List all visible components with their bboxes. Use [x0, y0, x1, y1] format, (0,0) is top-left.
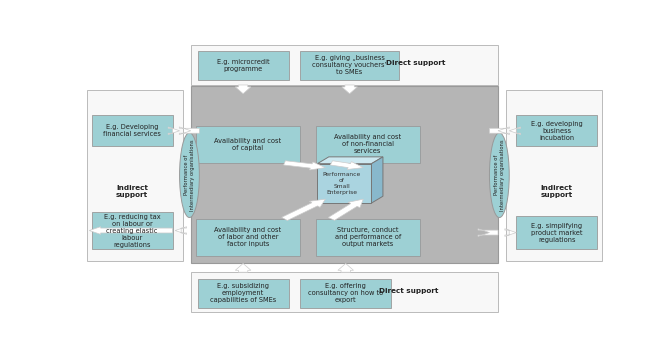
Polygon shape — [282, 199, 325, 220]
Ellipse shape — [489, 133, 509, 218]
Text: Performance of
Intermediary organisations: Performance of Intermediary organisation… — [184, 140, 195, 211]
Polygon shape — [342, 85, 358, 94]
Bar — [92, 212, 173, 249]
Text: Direct support: Direct support — [386, 60, 445, 66]
Bar — [300, 51, 399, 80]
Polygon shape — [179, 127, 200, 135]
Text: E.g. giving „business
consultancy vouchers’
to SMEs: E.g. giving „business consultancy vouche… — [312, 55, 387, 75]
Text: Structure, conduct
and performance of
output markets: Structure, conduct and performance of ou… — [335, 227, 401, 247]
Polygon shape — [317, 164, 372, 203]
Text: E.g. Developing
financial services: E.g. Developing financial services — [103, 124, 161, 137]
Bar — [516, 216, 597, 249]
Text: Indirect
support: Indirect support — [116, 185, 149, 198]
Polygon shape — [330, 161, 364, 169]
Bar — [198, 279, 289, 308]
Text: Performance
of
Small
Enterprise: Performance of Small Enterprise — [323, 172, 361, 195]
Text: Availability and cost
of capital: Availability and cost of capital — [214, 138, 282, 151]
Bar — [516, 115, 597, 147]
Text: Performance of
Intermediary organisations: Performance of Intermediary organisation… — [494, 140, 505, 211]
Bar — [191, 45, 498, 85]
Bar — [191, 272, 498, 312]
Bar — [196, 219, 300, 256]
Polygon shape — [89, 227, 173, 234]
Polygon shape — [235, 263, 251, 272]
Polygon shape — [372, 157, 383, 203]
Text: E.g. developing
business
incubation: E.g. developing business incubation — [531, 121, 583, 141]
Bar — [506, 91, 602, 261]
Polygon shape — [168, 127, 179, 135]
Polygon shape — [509, 127, 521, 135]
Polygon shape — [235, 85, 251, 94]
Bar — [198, 51, 289, 80]
Bar — [196, 126, 300, 163]
Bar — [92, 115, 173, 147]
Bar — [87, 91, 183, 261]
Polygon shape — [317, 157, 383, 164]
Ellipse shape — [179, 133, 200, 218]
Text: Indirect
support: Indirect support — [540, 185, 573, 198]
Text: E.g. microcredit
programme: E.g. microcredit programme — [217, 59, 269, 72]
Text: Direct support: Direct support — [379, 288, 439, 294]
Bar — [191, 86, 498, 263]
Polygon shape — [175, 227, 187, 234]
Text: E.g. offering
consultancy on how to
export: E.g. offering consultancy on how to expo… — [308, 283, 383, 304]
Polygon shape — [489, 127, 509, 135]
Bar — [316, 126, 420, 163]
Polygon shape — [505, 229, 516, 236]
Bar — [316, 219, 420, 256]
Text: Availability and cost
of labor and other
factor inputs: Availability and cost of labor and other… — [214, 227, 282, 247]
Polygon shape — [338, 263, 353, 272]
Bar — [300, 279, 391, 308]
Text: Availability and cost
of non-financial
services: Availability and cost of non-financial s… — [334, 135, 401, 154]
Polygon shape — [284, 161, 325, 170]
Text: E.g. simplifying
product market
regulations: E.g. simplifying product market regulati… — [531, 223, 583, 242]
Text: E.g. reducing tax
on labour or
creating elastic
labour
regulations: E.g. reducing tax on labour or creating … — [104, 213, 161, 247]
Polygon shape — [478, 229, 498, 236]
Text: E.g. subsidizing
employment
capabilities of SMEs: E.g. subsidizing employment capabilities… — [210, 283, 276, 304]
Polygon shape — [328, 199, 364, 220]
